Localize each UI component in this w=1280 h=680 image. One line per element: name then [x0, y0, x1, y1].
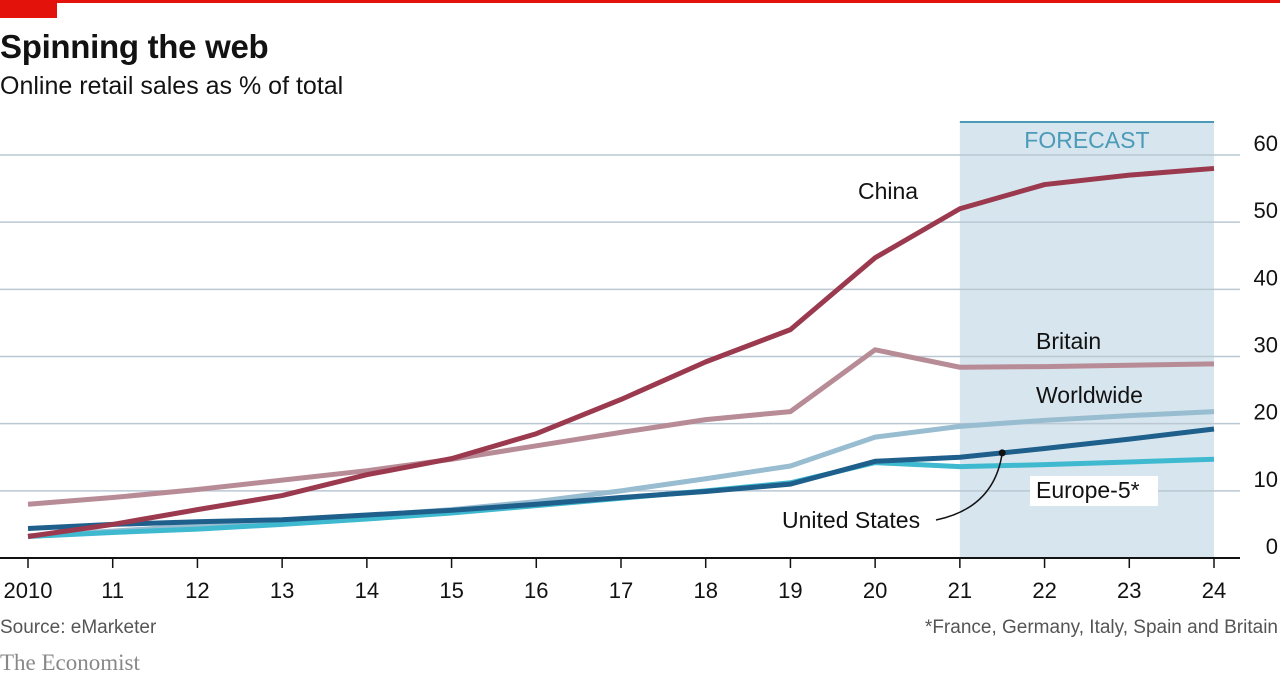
x-tick-label: 23: [1117, 578, 1141, 603]
y-tick-label: 60: [1254, 131, 1278, 156]
series-label-britain: Britain: [1036, 328, 1101, 354]
x-tick-label: 13: [270, 578, 294, 603]
series-label-china: China: [858, 178, 918, 204]
chart-title: Spinning the web: [0, 28, 269, 65]
x-tick-label: 15: [439, 578, 463, 603]
chart-subtitle: Online retail sales as % of total: [0, 72, 344, 100]
series-label-united-states: United States: [782, 507, 920, 533]
y-tick-label: 20: [1254, 400, 1278, 425]
x-tick-label: 22: [1032, 578, 1056, 603]
x-tick-label: 20: [863, 578, 887, 603]
x-tick-label: 19: [778, 578, 802, 603]
y-tick-label: 40: [1254, 265, 1278, 290]
us-leader-line: [935, 452, 1003, 521]
y-tick-label: 0: [1266, 534, 1278, 559]
footnote: *France, Germany, Italy, Spain and Brita…: [924, 617, 1278, 638]
publisher-brand: The Economist: [0, 650, 140, 675]
y-tick-label: 30: [1254, 333, 1278, 358]
x-tick-label: 16: [524, 578, 548, 603]
forecast-label: FORECAST: [1024, 127, 1149, 153]
series-line-china: [27, 165, 1215, 539]
x-tick-label: 17: [609, 578, 633, 603]
x-tick-label: 18: [693, 578, 717, 603]
x-tick-label: 12: [185, 578, 209, 603]
series-label-europe-5: Europe-5*: [1036, 477, 1140, 503]
us-leader-dot: [998, 449, 1006, 457]
y-tick-label: 50: [1254, 198, 1278, 223]
series-line-britain: [27, 347, 1215, 507]
series-label-worldwide: Worldwide: [1036, 382, 1143, 408]
series-line-worldwide: [27, 409, 1215, 539]
brand-red-tag: [0, 0, 57, 18]
x-tick-label: 14: [355, 578, 379, 603]
source-note: Source: eMarketer: [0, 617, 157, 638]
series-line-united-states: [27, 426, 1215, 531]
y-tick-label: 10: [1254, 467, 1278, 492]
x-tick-label: 21: [948, 578, 972, 603]
label-backing: [1030, 476, 1158, 506]
x-tick-label: 11: [101, 578, 124, 603]
x-tick-label: 2010: [4, 578, 53, 603]
x-tick-label: 24: [1202, 578, 1226, 603]
top-accent-bar: [0, 0, 1280, 3]
